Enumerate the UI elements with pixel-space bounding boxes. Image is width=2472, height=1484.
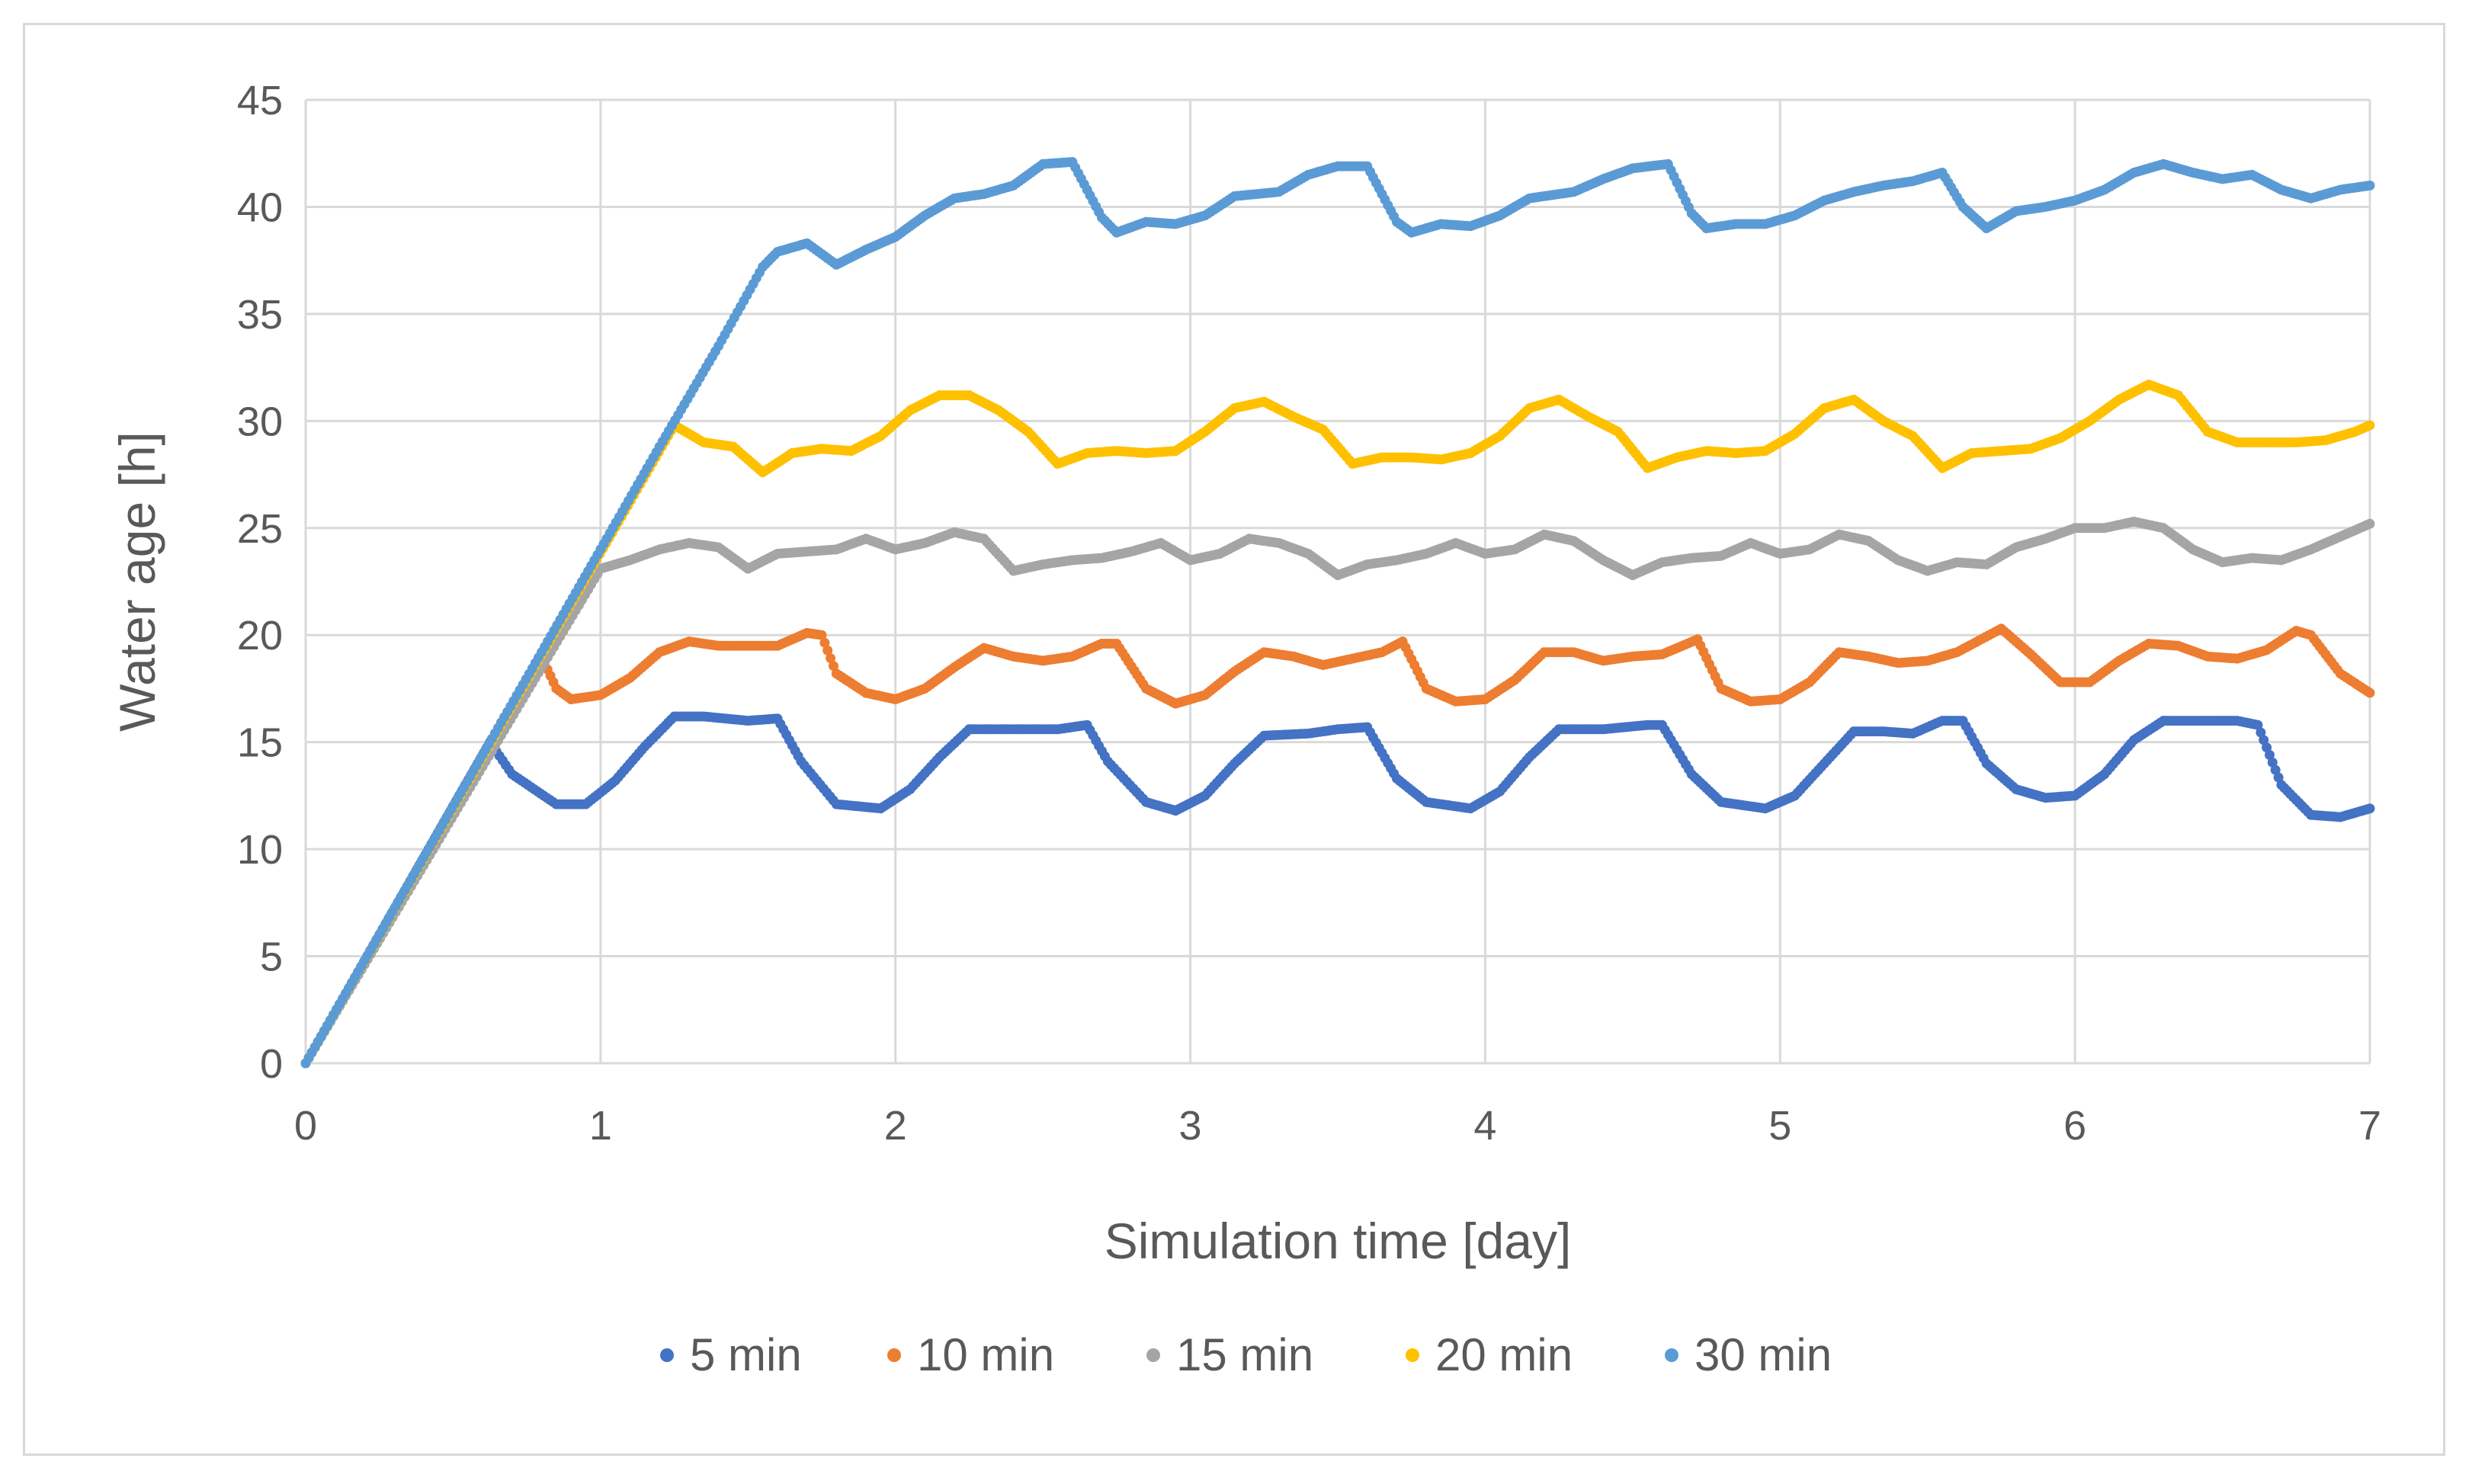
legend-entry: 20 min [1435,1329,1573,1380]
chart-frame: Simulation time [day] Water age [h] 0 5 10… [23,23,2445,1456]
series-30-min [300,157,2375,1069]
data-point [2256,727,2266,738]
legend-marker [1665,1348,1678,1362]
legend: 5 min 10 min 15 min 20 min 30 min [660,1329,1832,1380]
series-layer [300,157,2375,1069]
series-15-min [300,516,2375,1069]
y-tick-label: 15 [237,720,283,766]
x-axis-title: Simulation time [day] [1105,1213,1572,1269]
y-tick-label: 25 [237,506,283,552]
chart-svg: Simulation time [day] Water age [h] 0510… [109,78,2381,1380]
data-point [2365,180,2375,191]
grid-layer [304,98,2371,1065]
data-point [2265,750,2275,760]
y-tick-label: 30 [237,399,283,444]
x-tick-label: 6 [2063,1103,2086,1149]
axis-layer: Simulation time [day] Water age [h] 0510… [109,78,2381,1269]
legend-entry: 15 min [1176,1329,1313,1380]
data-point [2273,772,2284,783]
legend-marker [1146,1348,1160,1362]
x-tick-label: 0 [294,1103,317,1149]
y-tick-label: 5 [260,934,283,980]
x-tick-label: 1 [589,1103,612,1149]
x-tick-label: 4 [1473,1103,1496,1149]
x-tick-label: 5 [1768,1103,1791,1149]
data-point [2365,688,2375,698]
data-point [822,645,833,655]
legend-entry: 10 min [917,1329,1054,1380]
data-point [2365,420,2375,431]
data-point [819,637,830,648]
legend-marker [887,1348,901,1362]
data-point [2262,742,2272,753]
y-tick-label: 35 [237,292,283,338]
series-10-min [300,623,2375,1069]
series-5-min [300,711,2375,1069]
x-tick-label: 2 [884,1103,907,1149]
y-tick-label: 40 [237,184,283,230]
data-point [2267,757,2278,768]
series-20-min [300,380,2375,1069]
data-point [2259,735,2269,745]
x-tick-label: 7 [2358,1103,2381,1149]
legend-entry: 5 min [690,1329,802,1380]
y-tick-label: 20 [237,613,283,659]
legend-entry: 30 min [1694,1329,1832,1380]
data-point [816,630,827,640]
data-point [2365,518,2375,529]
legend-marker [1406,1348,1419,1362]
y-tick-label: 0 [260,1041,283,1087]
x-tick-label: 3 [1179,1103,1202,1149]
data-point [826,653,836,664]
data-point [829,661,838,671]
y-axis-title: Water age [h] [109,431,165,732]
legend-marker [660,1348,674,1362]
y-tick-label: 10 [237,827,283,873]
data-point [2270,764,2281,775]
data-point [2252,720,2263,730]
data-point [2365,803,2375,814]
y-tick-label: 45 [237,78,283,123]
